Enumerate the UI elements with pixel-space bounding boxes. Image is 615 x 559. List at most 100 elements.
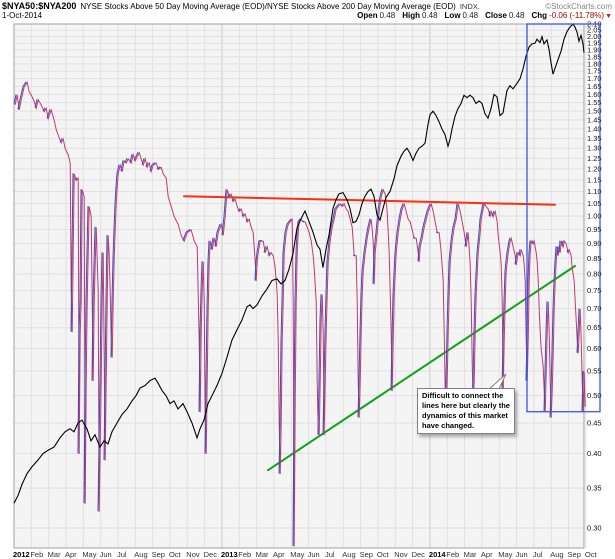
x-axis-label: Aug bbox=[550, 550, 563, 559]
x-axis-label: Oct bbox=[169, 550, 182, 559]
y-axis-label: 1.35 bbox=[587, 134, 602, 143]
x-axis-label: May bbox=[290, 550, 304, 559]
callout-text-line: have changed. bbox=[422, 421, 475, 430]
x-axis-label: Apr bbox=[273, 550, 285, 559]
callout-text-line: Difficult to connect the bbox=[422, 391, 504, 400]
open-field: Open 0.48 bbox=[357, 11, 396, 20]
high-field: High 0.48 bbox=[402, 11, 438, 20]
chart-description: NYSE Stocks Above 50 Day Moving Average … bbox=[80, 2, 456, 11]
y-axis-label: 0.60 bbox=[587, 344, 602, 353]
x-axis-label: Feb bbox=[238, 550, 251, 559]
x-axis-label: Apr bbox=[481, 550, 493, 559]
x-axis-label: Nov bbox=[186, 550, 200, 559]
x-axis-label: Oct bbox=[377, 550, 390, 559]
x-axis-label: Aug bbox=[134, 550, 147, 559]
x-axis-label: Dec bbox=[204, 550, 218, 559]
annotation-callout: Difficult to connect the lines here but … bbox=[417, 388, 515, 434]
y-axis-label: 0.50 bbox=[587, 391, 602, 400]
x-axis-label: 2014 bbox=[429, 550, 447, 559]
x-axis-label: May bbox=[498, 550, 512, 559]
y-axis-label: 1.90 bbox=[587, 45, 602, 54]
y-axis-label: 0.75 bbox=[587, 286, 602, 295]
y-axis-label: 1.50 bbox=[587, 107, 602, 116]
y-axis-label: 0.90 bbox=[587, 239, 602, 248]
x-axis-label: Jun bbox=[100, 550, 112, 559]
x-axis-label: Sep bbox=[152, 550, 165, 559]
ticker-symbol: $NYA50:$NYA200 bbox=[2, 1, 77, 11]
y-axis-label: 1.40 bbox=[587, 125, 602, 134]
x-axis-label: Dec bbox=[412, 550, 426, 559]
y-axis-label: 0.80 bbox=[587, 269, 602, 278]
close-value: 0.48 bbox=[508, 11, 525, 20]
y-axis-label: 1.95 bbox=[587, 39, 602, 48]
y-axis-label: 1.85 bbox=[587, 52, 602, 61]
x-axis-label: Apr bbox=[65, 550, 77, 559]
callout-text-line: lines here but clearly the bbox=[422, 401, 510, 410]
y-axis-label: 0.55 bbox=[587, 367, 602, 376]
x-axis-label: Feb bbox=[446, 550, 459, 559]
x-axis-label: 2013 bbox=[221, 550, 238, 559]
down-arrow-icon: ▼ bbox=[605, 13, 612, 20]
x-axis-label: Jun bbox=[516, 550, 528, 559]
ohlc-readout: Open 0.48 High 0.48 Low 0.48 Close 0.48 Chg -… bbox=[357, 11, 612, 20]
header-info-row: 1-Oct-2014 Open 0.48 High 0.48 Low 0.48 Clo… bbox=[2, 11, 612, 20]
y-axis-label: 1.05 bbox=[587, 199, 602, 208]
annotation-box bbox=[526, 23, 601, 413]
high-value: 0.48 bbox=[421, 11, 438, 20]
open-value: 0.48 bbox=[379, 11, 396, 20]
x-axis-label: Sep bbox=[568, 550, 581, 559]
x-axis-label: Jul bbox=[117, 550, 127, 559]
y-axis-label: 0.45 bbox=[587, 418, 602, 427]
y-axis-label: 1.15 bbox=[587, 175, 602, 184]
x-axis-label: Feb bbox=[30, 550, 43, 559]
y-axis-label: 1.70 bbox=[587, 74, 602, 83]
resistance-trendline bbox=[183, 195, 556, 206]
plot-border bbox=[13, 23, 585, 549]
x-axis-label: Nov bbox=[394, 550, 408, 559]
y-axis-label: 1.55 bbox=[587, 98, 602, 107]
y-axis-label: 1.30 bbox=[587, 144, 602, 153]
x-axis-label: Oct bbox=[585, 550, 598, 559]
callout-text-line: dynamics of this market bbox=[422, 411, 508, 420]
chg-field: Chg -0.06 (-11.78%)▼ bbox=[531, 11, 613, 20]
y-axis-label: 0.65 bbox=[587, 323, 602, 332]
y-axis-label: 1.00 bbox=[587, 212, 602, 221]
low-value: 0.48 bbox=[462, 11, 479, 20]
low-field: Low 0.48 bbox=[444, 11, 479, 20]
y-axis-label: 1.20 bbox=[587, 164, 602, 173]
x-axis-label: May bbox=[82, 550, 96, 559]
y-axis-label: 1.65 bbox=[587, 82, 602, 91]
y-axis-label: 0.95 bbox=[587, 225, 602, 234]
y-axis-label: 1.45 bbox=[587, 115, 602, 124]
y-axis-label: 1.10 bbox=[587, 187, 602, 196]
x-axis-label: Jul bbox=[325, 550, 335, 559]
support-trendline bbox=[267, 264, 576, 472]
x-axis-label: Mar bbox=[464, 550, 477, 559]
x-axis-label: 2012 bbox=[13, 550, 30, 559]
exchange-label: INDX. bbox=[459, 2, 480, 11]
ratio-line-down bbox=[14, 81, 586, 547]
y-axis-label: 0.40 bbox=[587, 449, 602, 458]
chg-value: -0.06 (-11.78%) bbox=[549, 11, 605, 20]
x-axis-label: Mar bbox=[256, 550, 269, 559]
y-axis-label: 0.30 bbox=[587, 523, 602, 532]
y-axis-label: 0.35 bbox=[587, 484, 602, 493]
y-axis-label: 0.70 bbox=[587, 304, 602, 313]
x-axis-label: Mar bbox=[48, 550, 61, 559]
y-axis-label: 0.85 bbox=[587, 254, 602, 263]
x-axis-label: Jun bbox=[308, 550, 320, 559]
x-axis-label: Sep bbox=[360, 550, 373, 559]
copyright-label: ©StockCharts.com bbox=[545, 2, 612, 11]
x-axis-label: Jul bbox=[533, 550, 543, 559]
x-axis-label: Aug bbox=[342, 550, 355, 559]
close-field: Close 0.48 bbox=[485, 11, 525, 20]
y-axis-label: 1.80 bbox=[587, 59, 602, 68]
y-axis-label: 1.75 bbox=[587, 67, 602, 76]
header-title-row: $NYA50:$NYA200 NYSE Stocks Above 50 Day … bbox=[2, 1, 612, 11]
y-axis-label: 1.60 bbox=[587, 90, 602, 99]
y-axis-label: 2.00 bbox=[587, 32, 602, 41]
y-axis-label: 1.25 bbox=[587, 154, 602, 163]
chart-date: 1-Oct-2014 bbox=[2, 11, 43, 20]
